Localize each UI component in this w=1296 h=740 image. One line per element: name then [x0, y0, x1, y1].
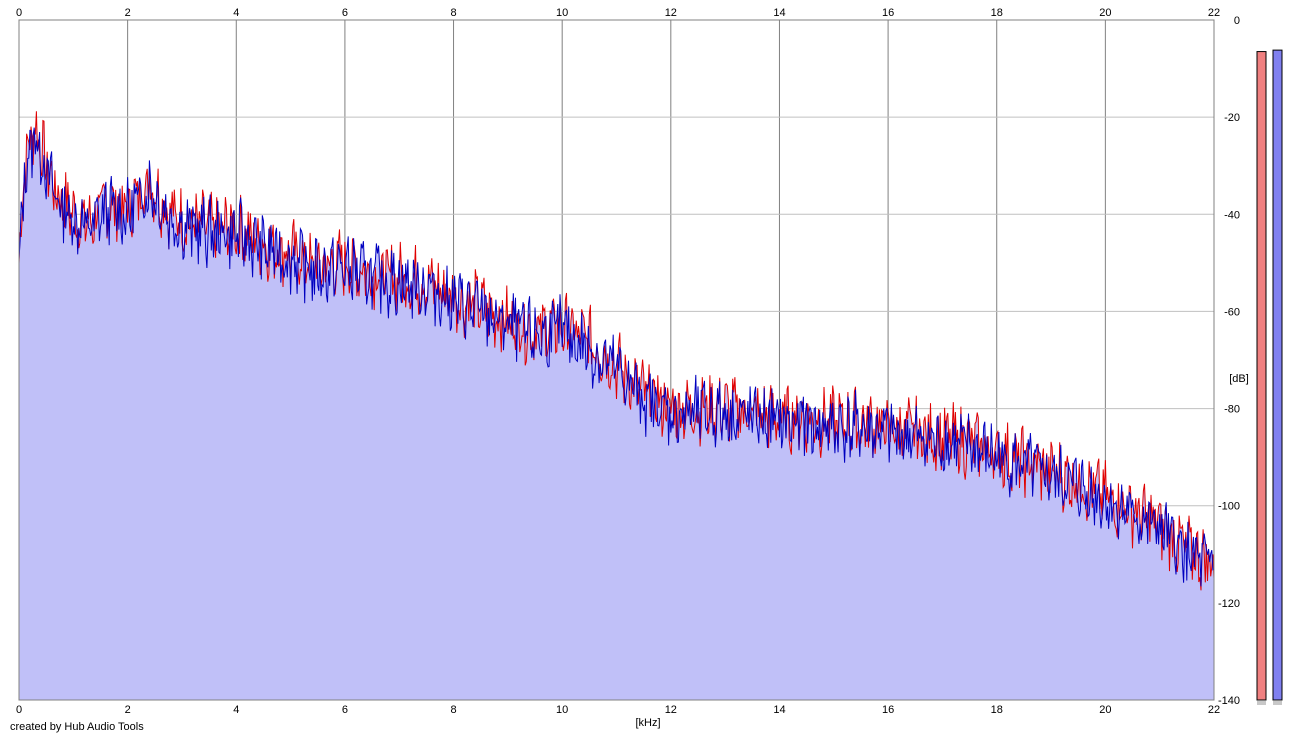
x-tick-label-bottom: 8 — [450, 704, 456, 716]
x-tick-label-bottom: 4 — [233, 704, 239, 716]
x-tick-label-top: 4 — [233, 7, 239, 19]
y-tick-label: -60 — [1224, 306, 1240, 318]
x-tick-label-bottom: 22 — [1208, 704, 1220, 716]
right-channel-line — [18, 127, 1215, 587]
x-tick-label-top: 10 — [556, 7, 568, 19]
x-tick-label-top: 0 — [16, 7, 22, 19]
left-level-meter-base — [1257, 701, 1266, 705]
spectrum-lines — [18, 111, 1215, 591]
x-tick-label-bottom: 6 — [342, 704, 348, 716]
x-tick-label-bottom: 14 — [773, 704, 785, 716]
x-tick-label-top: 8 — [450, 7, 456, 19]
y-axis-label: [dB] — [1229, 373, 1249, 385]
x-tick-label-top: 16 — [882, 7, 894, 19]
x-tick-label-top: 14 — [773, 7, 785, 19]
tick-labels: 002244668810101212141416161818202022220-… — [16, 7, 1240, 716]
x-tick-label-bottom: 12 — [665, 704, 677, 716]
x-tick-label-bottom: 18 — [991, 704, 1003, 716]
credit-text: created by Hub Audio Tools — [10, 721, 144, 733]
x-tick-label-top: 20 — [1099, 7, 1111, 19]
level-meters — [1256, 49, 1283, 705]
y-tick-label: -40 — [1224, 209, 1240, 221]
x-tick-label-top: 6 — [342, 7, 348, 19]
x-tick-label-bottom: 0 — [16, 704, 22, 716]
y-tick-label: -140 — [1218, 695, 1240, 707]
y-tick-label: -100 — [1218, 501, 1240, 513]
x-axis-label: [kHz] — [635, 717, 660, 729]
x-tick-label-bottom: 10 — [556, 704, 568, 716]
x-tick-label-top: 2 — [125, 7, 131, 19]
x-tick-label-bottom: 16 — [882, 704, 894, 716]
right-level-meter-base — [1273, 701, 1282, 705]
x-tick-label-top: 12 — [665, 7, 677, 19]
left-level-meter — [1256, 51, 1267, 701]
y-tick-label: -120 — [1218, 598, 1240, 610]
x-tick-label-bottom: 2 — [125, 704, 131, 716]
plot-border — [18, 19, 1215, 701]
x-tick-label-bottom: 20 — [1099, 704, 1111, 716]
x-tick-label-top: 22 — [1208, 7, 1220, 19]
y-tick-label: -20 — [1224, 112, 1240, 124]
right-level-meter — [1272, 49, 1283, 701]
y-tick-label: 0 — [1234, 15, 1240, 27]
x-tick-label-top: 18 — [991, 7, 1003, 19]
y-tick-label: -80 — [1224, 404, 1240, 416]
